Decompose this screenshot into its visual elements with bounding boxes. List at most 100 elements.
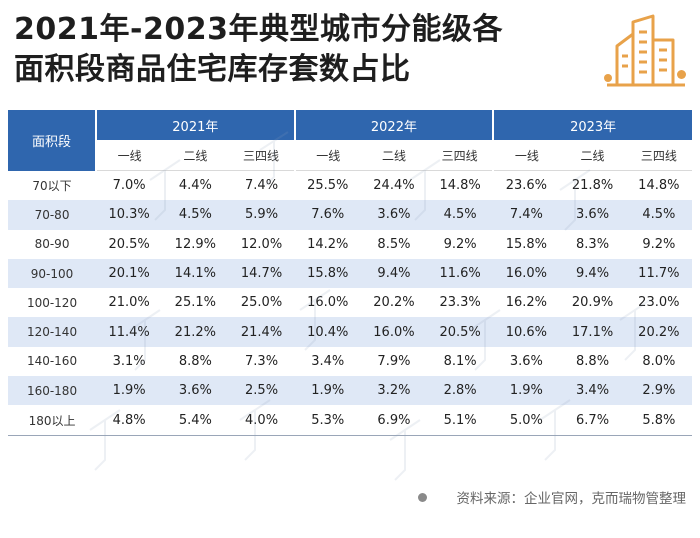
value-cell: 1.9% [493,376,560,406]
table-row: 140-160 3.1% 8.8% 7.3% 3.4% 7.9% 8.1% 3.6% 8.8% 8… [8,346,692,377]
value-cell: 2.9% [625,376,692,406]
value-cell: 23.6% [493,170,560,201]
value-cell: 15.8% [294,258,361,289]
value-cell: 14.2% [294,229,361,259]
value-cell: 21.2% [162,317,229,347]
table-row: 80-90 20.5% 12.9% 12.0% 14.2% 8.5% 9.2% 15.8% 8.… [8,229,692,259]
page-title-line2: 面积段商品住宅库存套数占比 [14,52,411,87]
tier-header: 二线 [162,140,229,171]
inventory-table: 面积段 2021年 2022年 2023年 一线 二线 三四线 一线 二线 三四… [8,110,692,436]
area-segment-cell: 70以下 [8,170,97,201]
area-segment-cell: 120-140 [8,317,97,347]
value-cell: 8.5% [360,229,428,259]
value-cell: 20.1% [96,258,163,289]
year-header-2021: 2021年 [95,110,295,140]
value-cell: 2.8% [427,376,494,406]
value-cell: 20.2% [360,288,428,318]
source-text: 资料来源：企业官网，克而瑞物管整理 [456,491,687,507]
value-cell: 14.1% [162,258,229,289]
city-buildings-icon [604,14,686,87]
tier-header: 一线 [293,140,361,171]
area-segment-cell: 140-160 [8,346,97,377]
value-cell: 3.2% [360,376,428,406]
value-cell: 25.0% [228,288,295,318]
area-segment-cell: 90-100 [8,258,97,289]
value-cell: 8.0% [625,346,692,377]
value-cell: 5.4% [162,405,229,436]
value-cell: 3.4% [294,346,361,377]
value-cell: 25.5% [294,170,361,201]
year-header-2022: 2022年 [293,110,494,140]
value-cell: 8.1% [427,346,494,377]
value-cell: 16.0% [294,288,361,318]
value-cell: 11.4% [96,317,163,347]
year-header-2023: 2023年 [492,110,692,140]
tier-header: 二线 [559,140,626,171]
value-cell: 3.6% [559,200,626,230]
value-cell: 1.9% [294,376,361,406]
value-cell: 25.1% [162,288,229,318]
value-cell: 6.9% [360,405,428,436]
value-cell: 9.2% [625,229,692,259]
value-cell: 10.6% [493,317,560,347]
area-segment-cell: 180以上 [8,405,97,436]
value-cell: 23.3% [427,288,494,318]
value-cell: 5.9% [228,200,295,230]
value-cell: 21.0% [96,288,163,318]
table-row: 100-120 21.0% 25.1% 25.0% 16.0% 20.2% 23.3% 16.… [8,288,692,318]
value-cell: 12.9% [162,229,229,259]
value-cell: 6.7% [559,405,626,436]
bullet-dot-icon [417,492,427,502]
page-title-line1: 2021年-2023年典型城市分能级各 [14,12,503,47]
value-cell: 17.1% [559,317,626,347]
tier-header: 一线 [95,140,163,171]
value-cell: 5.0% [493,405,560,436]
value-cell: 20.9% [559,288,626,318]
source-note: 资料来源：企业官网，克而瑞物管整理 [417,487,687,507]
value-cell: 21.4% [228,317,295,347]
value-cell: 3.6% [162,376,229,406]
value-cell: 3.6% [493,346,560,377]
value-cell: 3.6% [360,200,428,230]
value-cell: 4.5% [427,200,494,230]
table-row: 90-100 20.1% 14.1% 14.7% 15.8% 9.4% 11.6% 16.0%… [8,258,692,289]
area-segment-cell: 100-120 [8,288,97,318]
value-cell: 16.0% [360,317,428,347]
value-cell: 5.3% [294,405,361,436]
table-row: 70-80 10.3% 4.5% 5.9% 7.6% 3.6% 4.5% 7.4% 3.6% 4.… [8,200,692,230]
value-cell: 1.9% [96,376,163,406]
table-body: 70以下 7.0% 4.4% 7.4% 25.5% 24.4% 14.8% 23.6% 21.8… [8,170,692,436]
value-cell: 23.0% [625,288,692,318]
value-cell: 7.4% [228,170,295,201]
tier-header: 三四线 [228,140,295,171]
value-cell: 5.8% [625,405,692,436]
value-cell: 4.0% [228,405,295,436]
value-cell: 7.4% [493,200,560,230]
value-cell: 7.9% [360,346,428,377]
value-cell: 20.5% [427,317,494,347]
area-segment-cell: 70-80 [8,200,97,230]
tier-header: 二线 [360,140,428,171]
value-cell: 4.8% [96,405,163,436]
tier-header: 一线 [492,140,560,171]
value-cell: 3.1% [96,346,163,377]
value-cell: 3.4% [559,376,626,406]
value-cell: 4.5% [162,200,229,230]
value-cell: 9.4% [360,258,428,289]
value-cell: 8.8% [162,346,229,377]
value-cell: 20.5% [96,229,163,259]
value-cell: 8.3% [559,229,626,259]
value-cell: 14.8% [427,170,494,201]
value-cell: 14.7% [228,258,295,289]
value-cell: 16.2% [493,288,560,318]
tier-header: 三四线 [427,140,494,171]
value-cell: 16.0% [493,258,560,289]
value-cell: 14.8% [625,170,692,201]
value-cell: 4.5% [625,200,692,230]
area-segment-cell: 80-90 [8,229,97,259]
corner-header-area-segment: 面积段 [8,110,97,171]
value-cell: 9.4% [559,258,626,289]
value-cell: 15.8% [493,229,560,259]
value-cell: 20.2% [625,317,692,347]
table-row: 70以下 7.0% 4.4% 7.4% 25.5% 24.4% 14.8% 23.6% 21.8… [8,170,692,201]
